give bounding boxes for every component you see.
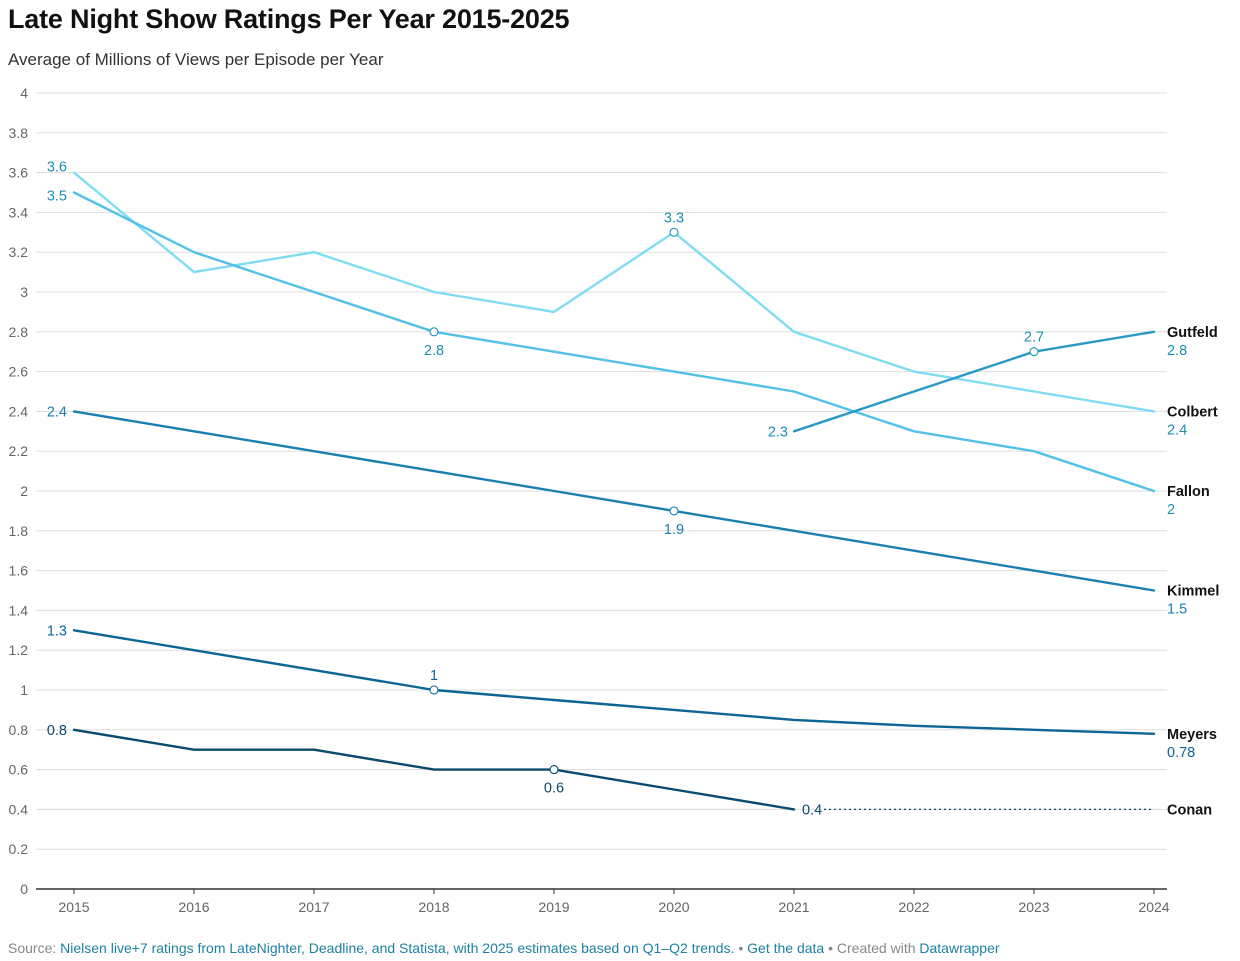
y-tick-label: 0.4 [9, 801, 29, 817]
y-tick-label: 0 [20, 881, 28, 897]
point-marker [1029, 347, 1039, 357]
y-tick-label: 1.2 [9, 642, 29, 658]
footer-created-with: • Created with [824, 940, 920, 956]
data-label: 3.6 [47, 160, 67, 176]
y-tick-label: 4 [20, 85, 28, 101]
y-tick-label: 0.8 [9, 722, 29, 738]
point-marker [669, 227, 679, 237]
x-tick-label: 2016 [178, 899, 209, 915]
data-label: 0.8 [47, 723, 67, 739]
y-tick-label: 1.4 [9, 602, 29, 618]
data-label: 2.3 [768, 424, 788, 440]
grid-lines [36, 92, 1167, 890]
series-end-label: Colbert [1167, 404, 1218, 420]
chart-title: Late Night Show Ratings Per Year 2015-20… [8, 4, 570, 34]
series-end-value: 2.8 [1167, 343, 1187, 359]
series-line-fallon [72, 191, 1156, 493]
line-chart: 00.20.40.60.811.21.41.61.822.22.42.62.83… [9, 85, 1220, 915]
chart-footer: Source: Nielsen live+7 ratings from Late… [8, 940, 1000, 956]
footer-separator: • [734, 940, 748, 956]
data-label: 3.3 [664, 210, 684, 226]
x-tick-label: 2021 [778, 899, 809, 915]
series-end-value: 2 [1167, 502, 1175, 518]
datawrapper-link[interactable]: Datawrapper [919, 940, 1000, 956]
y-tick-label: 2.8 [9, 324, 29, 340]
data-label: 2.8 [424, 343, 444, 359]
series-end-value: 1.5 [1167, 602, 1187, 618]
y-tick-label: 3 [20, 284, 28, 300]
y-tick-label: 2.4 [9, 403, 29, 419]
series-line-kimmel [72, 410, 1156, 592]
y-tick-label: 2.6 [9, 364, 29, 380]
y-tick-label: 3.6 [9, 165, 29, 181]
series-end-value: 0.78 [1167, 745, 1195, 761]
series-line-gutfeld [792, 330, 1156, 433]
source-prefix: Source: [8, 940, 61, 956]
data-labels: 3.6 3.3 Colbert 2.4 3.5 2.8 Fallon 2 2.3 2.7 Gutfe… [47, 160, 1220, 819]
series-end-label: Gutfeld [1167, 325, 1218, 341]
point-marker [429, 685, 439, 695]
point-marker [429, 327, 439, 337]
data-label: 0.4 [802, 802, 822, 818]
series-end-label: Meyers [1167, 727, 1217, 743]
x-tick-label: 2022 [898, 899, 929, 915]
chart-subtitle: Average of Millions of Views per Episode… [8, 50, 384, 69]
series-end-label: Conan [1167, 802, 1212, 818]
data-label: 1.3 [47, 623, 67, 639]
data-label: 2.4 [47, 404, 67, 420]
y-tick-label: 1 [20, 682, 28, 698]
x-tick-label: 2017 [298, 899, 329, 915]
data-label: 1 [430, 668, 438, 684]
data-label: 3.5 [47, 189, 67, 205]
x-tick-label: 2024 [1138, 899, 1169, 915]
series-line-meyers [72, 629, 1156, 735]
series-lines [72, 171, 1156, 811]
source-link[interactable]: Nielsen live+7 ratings from LateNighter,… [60, 940, 735, 956]
series-end-label: Kimmel [1167, 584, 1219, 600]
point-marker [669, 506, 679, 516]
y-tick-label: 0.2 [9, 841, 29, 857]
x-tick-label: 2018 [418, 899, 449, 915]
x-tick-label: 2015 [58, 899, 89, 915]
y-axis: 0 0.2 0.4 0.6 0.8 1 1.2 1.4 1.6 1.8 2 2.2 2.4 2.6 2.8 3… [9, 85, 29, 897]
point-marker [549, 765, 559, 775]
x-tick-label: 2020 [658, 899, 689, 915]
series-end-value: 2.4 [1167, 422, 1187, 438]
series-line-conan [72, 728, 796, 811]
x-tick-label: 2023 [1018, 899, 1049, 915]
y-tick-label: 1.6 [9, 563, 29, 579]
x-axis: 2015 2016 2017 2018 2019 2020 2021 2022 2023 2024 [58, 889, 1170, 915]
y-tick-label: 3.8 [9, 125, 29, 141]
data-label: 2.7 [1024, 330, 1044, 346]
y-tick-label: 2.2 [9, 443, 29, 459]
series-line-colbert [72, 171, 1156, 413]
data-label: 0.6 [544, 781, 564, 797]
get-data-link[interactable]: Get the data [747, 940, 825, 956]
data-label: 1.9 [664, 522, 684, 538]
y-tick-label: 1.8 [9, 523, 29, 539]
series-end-label: Fallon [1167, 484, 1210, 500]
x-tick-label: 2019 [538, 899, 569, 915]
y-tick-label: 2 [20, 483, 28, 499]
y-tick-label: 3.4 [9, 204, 29, 220]
y-tick-label: 3.2 [9, 244, 29, 260]
y-tick-label: 0.6 [9, 762, 29, 778]
